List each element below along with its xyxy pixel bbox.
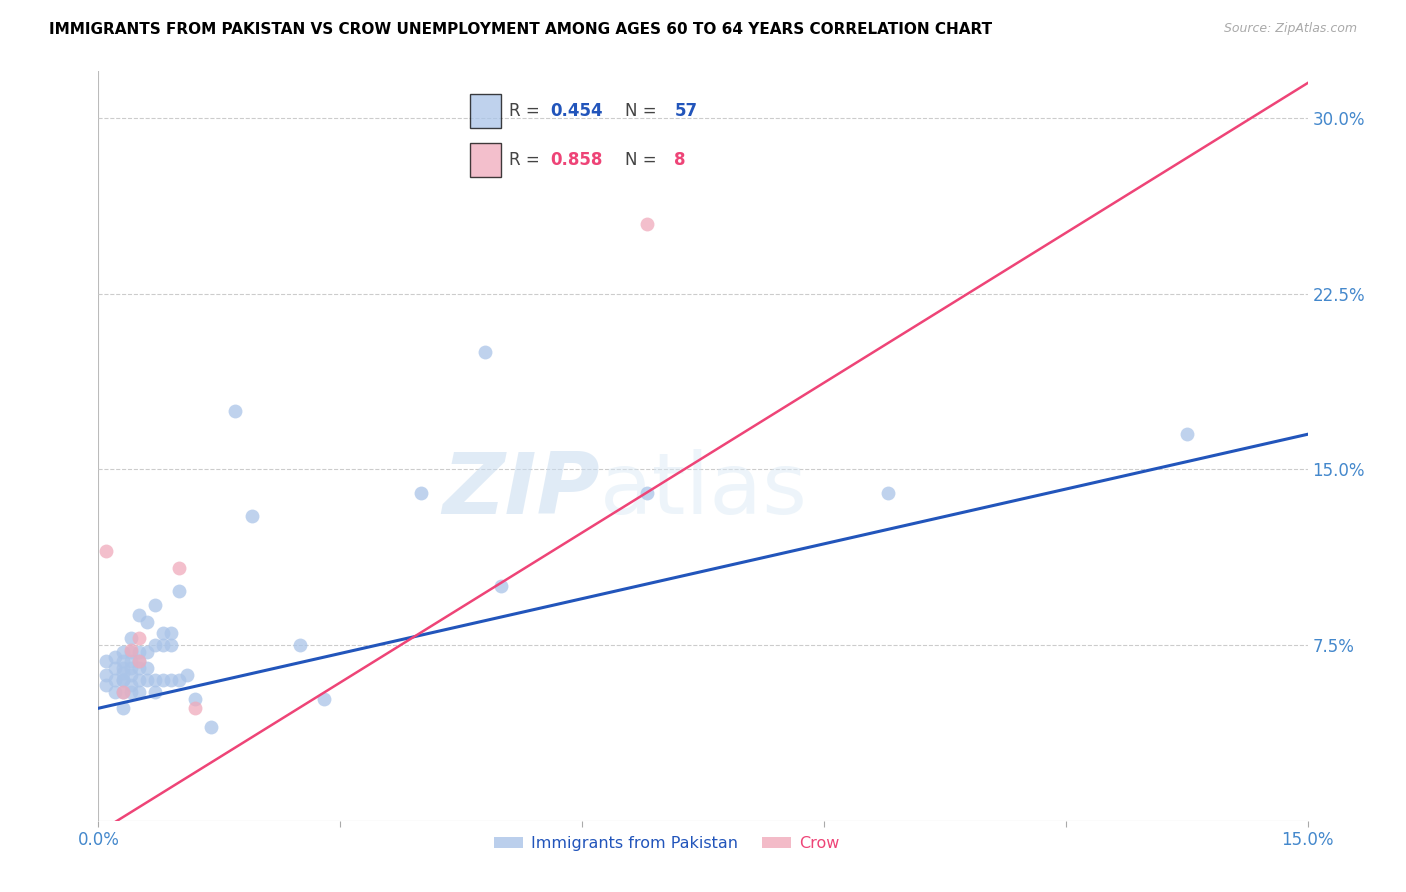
Point xyxy=(111,673,134,688)
Point xyxy=(135,645,157,659)
Point xyxy=(120,685,142,699)
Text: R =: R = xyxy=(509,151,546,169)
Point xyxy=(103,685,125,699)
Point xyxy=(111,673,134,688)
Point xyxy=(111,685,134,699)
Point xyxy=(111,701,134,715)
Point xyxy=(96,544,118,558)
Point xyxy=(120,668,142,682)
Point xyxy=(103,661,125,675)
Point xyxy=(135,673,157,688)
Text: N =: N = xyxy=(624,102,662,120)
Text: 57: 57 xyxy=(675,102,697,120)
Point xyxy=(111,685,134,699)
Point xyxy=(200,720,222,734)
Point xyxy=(120,678,142,692)
Point xyxy=(288,638,311,652)
Point xyxy=(120,661,142,675)
Point xyxy=(103,649,125,664)
Point xyxy=(160,626,183,640)
Text: ZIP: ZIP xyxy=(443,450,600,533)
Point xyxy=(96,678,118,692)
Point xyxy=(128,607,150,622)
Point xyxy=(96,655,118,669)
Point xyxy=(152,626,174,640)
FancyBboxPatch shape xyxy=(470,94,501,128)
Point xyxy=(120,631,142,645)
Point xyxy=(103,673,125,688)
Point xyxy=(128,685,150,699)
Text: N =: N = xyxy=(624,151,662,169)
Point xyxy=(143,638,166,652)
Point xyxy=(128,631,150,645)
Text: 0.454: 0.454 xyxy=(551,102,603,120)
Point xyxy=(1175,427,1198,442)
Point xyxy=(111,666,134,681)
Point xyxy=(184,692,207,706)
Point xyxy=(167,673,190,688)
Point xyxy=(636,485,658,500)
Point xyxy=(184,701,207,715)
Text: R =: R = xyxy=(509,102,546,120)
Point xyxy=(128,661,150,675)
Point xyxy=(176,668,198,682)
Point xyxy=(224,404,246,418)
Point xyxy=(491,580,513,594)
Text: 0.858: 0.858 xyxy=(551,151,603,169)
Legend: Immigrants from Pakistan, Crow: Immigrants from Pakistan, Crow xyxy=(488,830,845,857)
Point xyxy=(152,673,174,688)
Point xyxy=(96,668,118,682)
Text: IMMIGRANTS FROM PAKISTAN VS CROW UNEMPLOYMENT AMONG AGES 60 TO 64 YEARS CORRELAT: IMMIGRANTS FROM PAKISTAN VS CROW UNEMPLO… xyxy=(49,22,993,37)
Text: atlas: atlas xyxy=(600,450,808,533)
Point xyxy=(409,485,432,500)
Point xyxy=(143,599,166,613)
Point xyxy=(314,692,336,706)
Text: 8: 8 xyxy=(675,151,686,169)
Point xyxy=(877,485,900,500)
Point xyxy=(160,638,183,652)
Point xyxy=(128,655,150,669)
Point xyxy=(128,673,150,688)
Point xyxy=(128,645,150,659)
Point xyxy=(167,561,190,575)
Point xyxy=(143,685,166,699)
Point xyxy=(167,584,190,599)
Point xyxy=(636,217,658,231)
Point xyxy=(160,673,183,688)
Point xyxy=(135,615,157,629)
Point xyxy=(111,645,134,659)
Point xyxy=(120,645,142,659)
Point xyxy=(120,642,142,657)
Point xyxy=(152,638,174,652)
Point xyxy=(474,345,496,359)
FancyBboxPatch shape xyxy=(470,144,501,177)
Point xyxy=(128,655,150,669)
Point xyxy=(111,655,134,669)
Text: Source: ZipAtlas.com: Source: ZipAtlas.com xyxy=(1223,22,1357,36)
Point xyxy=(240,509,263,524)
Point xyxy=(120,655,142,669)
Point xyxy=(135,661,157,675)
Point xyxy=(111,661,134,675)
Point xyxy=(143,673,166,688)
